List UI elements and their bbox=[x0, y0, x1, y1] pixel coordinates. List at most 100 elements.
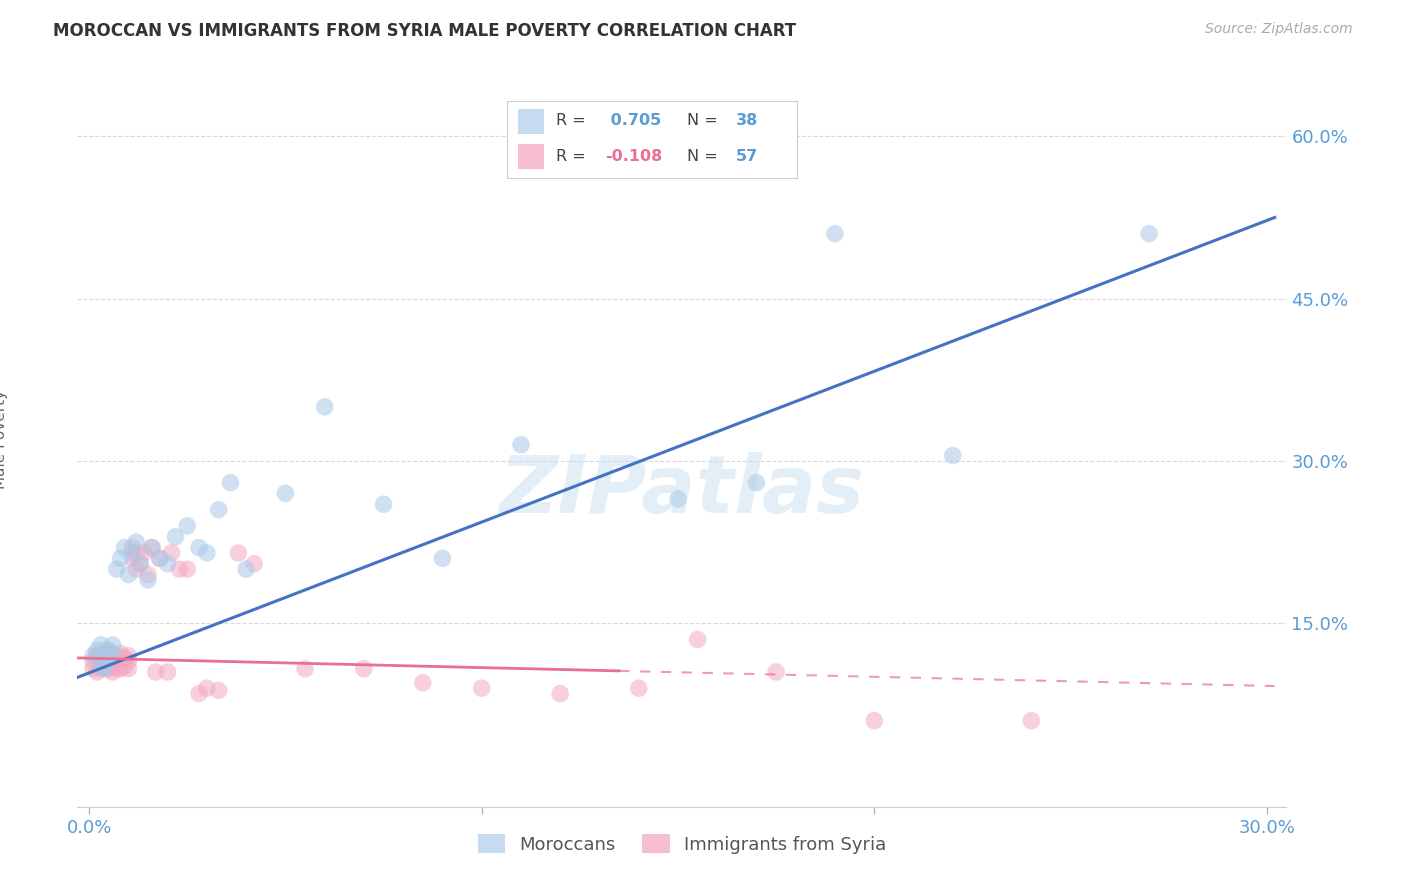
Point bbox=[156, 665, 179, 679]
Point bbox=[110, 551, 132, 566]
Point bbox=[149, 551, 172, 566]
Point bbox=[86, 648, 108, 663]
Point bbox=[666, 491, 689, 506]
Point bbox=[117, 567, 139, 582]
Point bbox=[105, 662, 128, 676]
Point bbox=[141, 541, 163, 555]
Point bbox=[121, 541, 143, 555]
Point bbox=[101, 651, 124, 665]
Point bbox=[86, 643, 108, 657]
Point bbox=[97, 643, 120, 657]
Point bbox=[165, 530, 187, 544]
Point bbox=[129, 557, 152, 571]
Point bbox=[145, 665, 167, 679]
Point bbox=[294, 662, 316, 676]
Text: MOROCCAN VS IMMIGRANTS FROM SYRIA MALE POVERTY CORRELATION CHART: MOROCCAN VS IMMIGRANTS FROM SYRIA MALE P… bbox=[53, 22, 797, 40]
Point bbox=[1021, 714, 1043, 728]
Point bbox=[432, 551, 454, 566]
Point bbox=[176, 562, 198, 576]
Point bbox=[141, 541, 163, 555]
Point bbox=[1137, 227, 1160, 241]
Text: Source: ZipAtlas.com: Source: ZipAtlas.com bbox=[1205, 22, 1353, 37]
Point bbox=[188, 687, 211, 701]
Point bbox=[97, 662, 120, 676]
Point bbox=[114, 659, 136, 673]
Point bbox=[824, 227, 846, 241]
Point bbox=[129, 557, 152, 571]
Point bbox=[121, 551, 143, 566]
Point bbox=[101, 647, 124, 661]
Point bbox=[125, 535, 148, 549]
Point bbox=[90, 657, 112, 672]
Point bbox=[105, 657, 128, 672]
Point bbox=[510, 438, 533, 452]
Point bbox=[195, 681, 218, 696]
Point bbox=[548, 687, 571, 701]
Point bbox=[121, 546, 143, 560]
Point bbox=[94, 659, 117, 673]
Point bbox=[82, 654, 104, 668]
Point bbox=[412, 675, 434, 690]
Point bbox=[156, 557, 179, 571]
Y-axis label: Male Poverty: Male Poverty bbox=[0, 390, 8, 489]
Point bbox=[110, 654, 132, 668]
Point bbox=[101, 659, 124, 673]
Point bbox=[94, 662, 117, 676]
Point bbox=[110, 662, 132, 676]
Point bbox=[105, 562, 128, 576]
Point bbox=[219, 475, 242, 490]
Point bbox=[226, 546, 249, 560]
Point bbox=[274, 486, 297, 500]
Point bbox=[243, 557, 266, 571]
Point bbox=[765, 665, 787, 679]
Point bbox=[90, 651, 112, 665]
Point bbox=[208, 683, 231, 698]
Point bbox=[942, 449, 965, 463]
Point bbox=[132, 546, 155, 560]
Legend: Moroccans, Immigrants from Syria: Moroccans, Immigrants from Syria bbox=[471, 827, 893, 861]
Point bbox=[90, 662, 112, 676]
Point bbox=[627, 681, 650, 696]
Point bbox=[86, 665, 108, 679]
Point bbox=[97, 651, 120, 665]
Point bbox=[176, 519, 198, 533]
Point bbox=[101, 665, 124, 679]
Point bbox=[353, 662, 375, 676]
Point bbox=[117, 654, 139, 668]
Point bbox=[82, 662, 104, 676]
Point bbox=[125, 546, 148, 560]
Point bbox=[471, 681, 494, 696]
Point bbox=[208, 502, 231, 516]
Point bbox=[86, 651, 108, 665]
Point bbox=[169, 562, 191, 576]
Point bbox=[160, 546, 183, 560]
Point bbox=[314, 400, 336, 414]
Point bbox=[90, 638, 112, 652]
Point bbox=[114, 651, 136, 665]
Point bbox=[195, 546, 218, 560]
Point bbox=[117, 648, 139, 663]
Point bbox=[373, 497, 395, 511]
Point bbox=[686, 632, 709, 647]
Point bbox=[114, 541, 136, 555]
Point bbox=[94, 654, 117, 668]
Point bbox=[136, 573, 159, 587]
Point bbox=[94, 654, 117, 668]
Point bbox=[863, 714, 886, 728]
Point bbox=[105, 648, 128, 663]
Point bbox=[110, 647, 132, 661]
Point bbox=[94, 643, 117, 657]
Point bbox=[136, 567, 159, 582]
Point bbox=[97, 647, 120, 661]
Point bbox=[97, 654, 120, 668]
Point bbox=[188, 541, 211, 555]
Text: ZIPatlas: ZIPatlas bbox=[499, 452, 865, 530]
Point bbox=[82, 648, 104, 663]
Point bbox=[101, 638, 124, 652]
Point bbox=[125, 562, 148, 576]
Point bbox=[745, 475, 768, 490]
Point bbox=[90, 659, 112, 673]
Point bbox=[117, 662, 139, 676]
Point bbox=[235, 562, 257, 576]
Point bbox=[149, 551, 172, 566]
